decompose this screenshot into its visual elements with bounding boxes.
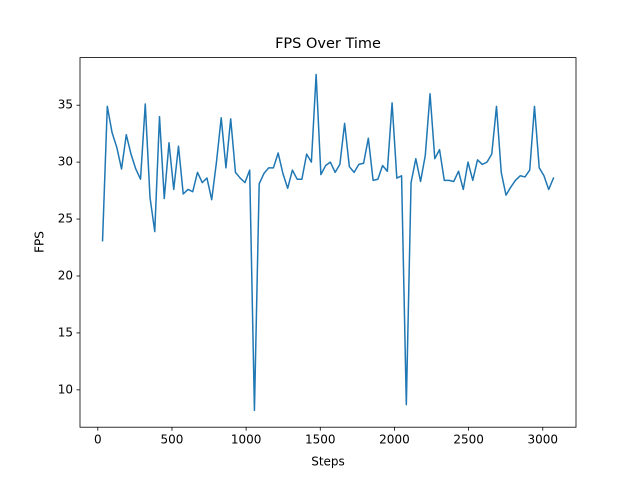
x-tick-label: 1000 [231,433,262,447]
x-axis-label: Steps [311,455,345,469]
x-tick-label: 0 [94,433,102,447]
y-tick-label: 15 [58,325,73,339]
y-axis-label: FPS [33,231,47,253]
y-tick-label: 10 [58,382,73,396]
data-line [101,73,555,412]
x-tick-label: 2500 [453,433,484,447]
y-tick-label: 25 [58,212,73,226]
x-tick-label: 500 [161,433,184,447]
x-tick-label: 2000 [379,433,410,447]
x-tick-label: 1500 [305,433,336,447]
x-tick-label: 3000 [528,433,559,447]
y-tick-label: 20 [58,268,73,282]
y-tick-label: 30 [58,155,73,169]
chart-title: FPS Over Time [275,36,381,52]
plot-frame [79,57,577,428]
y-tick-label: 35 [58,98,73,112]
